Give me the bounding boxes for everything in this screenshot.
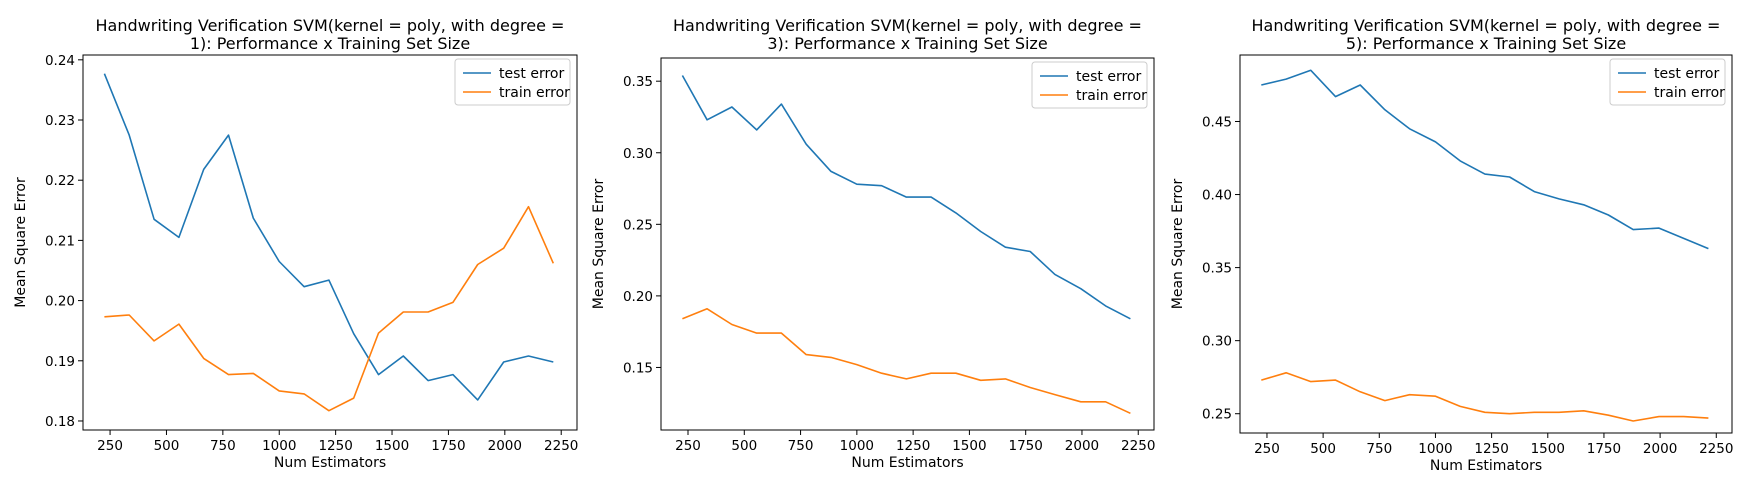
x-tick-label: 1000 bbox=[1418, 441, 1452, 457]
y-tick-label: 0.30 bbox=[1202, 334, 1232, 350]
y-tick-label: 0.25 bbox=[1202, 407, 1232, 423]
y-tick-label: 0.40 bbox=[1202, 188, 1232, 204]
x-axis-label: Num Estimators bbox=[1430, 458, 1542, 474]
x-tick-label: 1250 bbox=[318, 438, 352, 454]
y-tick-label: 0.22 bbox=[45, 173, 75, 189]
chart-panel-1: Handwriting Verification SVM(kernel = po… bbox=[13, 16, 578, 471]
y-tick-label: 0.18 bbox=[45, 414, 75, 430]
y-tick-label: 0.23 bbox=[45, 113, 75, 129]
train-error-line bbox=[104, 205, 555, 412]
x-tick-label: 2250 bbox=[1121, 438, 1155, 454]
x-tick-label: 750 bbox=[210, 438, 236, 454]
chart-panel-2: Handwriting Verification SVM(kernel = po… bbox=[591, 16, 1155, 471]
y-tick-label: 0.25 bbox=[623, 217, 653, 233]
chart-title-line: Handwriting Verification SVM(kernel = po… bbox=[96, 16, 565, 35]
test-error-line bbox=[681, 75, 1131, 320]
x-tick-label: 1750 bbox=[431, 438, 465, 454]
chart-panel-3: Handwriting Verification SVM(kernel = po… bbox=[1170, 16, 1733, 474]
x-tick-label: 750 bbox=[788, 438, 814, 454]
x-tick-label: 2250 bbox=[1699, 441, 1733, 457]
x-tick-label: 250 bbox=[675, 438, 701, 454]
y-tick-label: 0.20 bbox=[623, 289, 653, 305]
legend: test error train error bbox=[454, 58, 571, 106]
y-tick-label: 0.19 bbox=[45, 354, 75, 370]
y-tick-label: 0.35 bbox=[623, 74, 653, 90]
x-tick-label: 500 bbox=[1310, 441, 1336, 457]
legend-box bbox=[1031, 61, 1148, 109]
chart-title-line: Handwriting Verification SVM(kernel = po… bbox=[673, 16, 1142, 35]
x-tick-label: 1000 bbox=[840, 438, 874, 454]
x-axis-label: Num Estimators bbox=[274, 455, 386, 471]
y-tick-label: 0.21 bbox=[45, 233, 75, 249]
chart-title-line: 3): Performance x Training Set Size bbox=[767, 34, 1047, 53]
x-tick-label: 1750 bbox=[1009, 438, 1043, 454]
legend-label: test error bbox=[1076, 69, 1141, 85]
legend-label: train error bbox=[499, 85, 570, 101]
axes-frame bbox=[660, 57, 1155, 431]
x-tick-label: 1500 bbox=[952, 438, 986, 454]
legend-box bbox=[1609, 58, 1726, 106]
y-axis-label: Mean Square Error bbox=[1170, 179, 1186, 310]
legend-label: train error bbox=[1654, 85, 1725, 101]
x-tick-label: 1500 bbox=[1531, 441, 1565, 457]
test-error-line bbox=[103, 73, 554, 401]
legend-label: test error bbox=[499, 66, 564, 82]
y-tick-label: 0.24 bbox=[45, 53, 75, 69]
legend: test error train error bbox=[1609, 58, 1726, 106]
axes-frame bbox=[1239, 54, 1733, 434]
y-tick-label: 0.35 bbox=[1202, 261, 1232, 277]
x-tick-label: 500 bbox=[731, 438, 757, 454]
y-axis-label: Mean Square Error bbox=[13, 177, 29, 308]
x-tick-label: 2000 bbox=[488, 438, 522, 454]
test-error-line bbox=[1261, 69, 1709, 250]
x-tick-label: 2000 bbox=[1643, 441, 1677, 457]
x-tick-label: 250 bbox=[97, 438, 123, 454]
y-tick-label: 0.45 bbox=[1202, 114, 1232, 130]
x-tick-label: 500 bbox=[154, 438, 180, 454]
train-error-line bbox=[682, 307, 1131, 415]
x-tick-label: 1250 bbox=[1474, 441, 1508, 457]
x-tick-label: 1250 bbox=[896, 438, 930, 454]
chart-title-line: 5): Performance x Training Set Size bbox=[1346, 34, 1626, 53]
chart-title-line: Handwriting Verification SVM(kernel = po… bbox=[1252, 16, 1721, 35]
x-tick-label: 1750 bbox=[1587, 441, 1621, 457]
chart-title-line: 1): Performance x Training Set Size bbox=[190, 34, 470, 53]
x-tick-label: 1000 bbox=[262, 438, 296, 454]
x-tick-label: 1500 bbox=[375, 438, 409, 454]
legend: test error train error bbox=[1031, 61, 1148, 109]
y-tick-label: 0.20 bbox=[45, 294, 75, 310]
legend-label: train error bbox=[1076, 88, 1147, 104]
axes-frame bbox=[82, 54, 578, 431]
x-tick-label: 750 bbox=[1366, 441, 1392, 457]
x-axis-label: Num Estimators bbox=[851, 455, 963, 471]
legend-label: test error bbox=[1654, 66, 1719, 82]
y-tick-label: 0.30 bbox=[623, 146, 653, 162]
y-axis-label: Mean Square Error bbox=[591, 179, 607, 310]
x-tick-label: 2000 bbox=[1065, 438, 1099, 454]
legend-box bbox=[454, 58, 571, 106]
y-tick-label: 0.15 bbox=[623, 360, 653, 376]
x-tick-label: 2250 bbox=[544, 438, 578, 454]
x-tick-label: 250 bbox=[1254, 441, 1280, 457]
train-error-line bbox=[1261, 371, 1709, 422]
